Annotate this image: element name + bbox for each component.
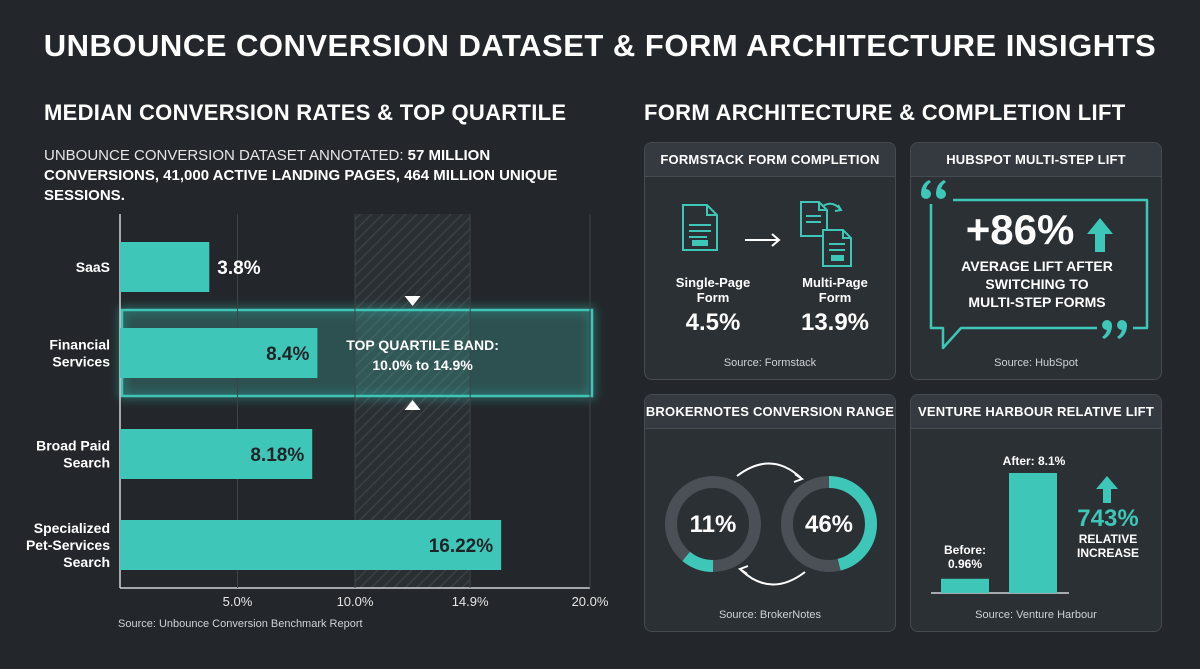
brokernotes-card: BROKERNOTES CONVERSION RANGE 11% 46% Sou…	[644, 394, 896, 632]
before-bar	[941, 578, 989, 593]
x-tick-label: 14.9%	[452, 594, 489, 609]
hubspot-lift-description: AVERAGE LIFT AFTER SWITCHING TO MULTI-ST…	[937, 257, 1137, 311]
bar	[120, 328, 318, 378]
category-label: Pet-Services	[26, 537, 110, 553]
dataset-note: UNBOUNCE CONVERSION DATASET ANNOTATED: 5…	[44, 146, 604, 206]
bar-value-label: 8.18%	[250, 445, 304, 466]
hubspot-card-header: HUBSPOT MULTI-STEP LIFT	[911, 143, 1161, 177]
right-section-title: FORM ARCHITECTURE & COMPLETION LIFT	[644, 100, 1126, 125]
formstack-source: Source: Formstack	[723, 357, 817, 369]
conversion-bar-chart: 5.0% 10.0% 14.9% 20.0% 3.8% SaaS 8.4% Financial…	[26, 214, 609, 609]
bar-value-label: 3.8%	[217, 258, 260, 279]
hubspot-source: Source: HubSpot	[994, 357, 1078, 369]
after-bar	[1009, 473, 1057, 593]
single-page-form-icon	[682, 204, 718, 251]
brokernotes-source: Source: BrokerNotes	[718, 609, 822, 621]
venture-harbour-source: Source: Venture Harbour	[975, 609, 1097, 621]
venture-harbour-card: VENTURE HARBOUR RELATIVE LIFT Before: 0.…	[910, 394, 1162, 632]
brokernotes-high-value: 46%	[804, 511, 854, 538]
arrow-right-icon	[745, 233, 781, 247]
low-ring-value	[665, 476, 761, 572]
before-label-line1: Before:	[943, 543, 986, 557]
bar	[120, 520, 502, 570]
multi-page-label: Multi-Page Form	[785, 275, 885, 305]
chart-source: Source: Unbounce Conversion Benchmark Re…	[118, 618, 363, 630]
formstack-card-header: FORMSTACK FORM COMPLETION	[645, 143, 895, 177]
speech-bubble	[917, 178, 1149, 350]
single-page-label: Single-Page Form	[663, 275, 763, 305]
bar-value-label: 16.22%	[429, 536, 494, 557]
hubspot-card: HUBSPOT MULTI-STEP LIFT +86% AVERAGE LIF…	[910, 142, 1162, 380]
band-label-line2: 10.0% to 14.9%	[372, 357, 473, 373]
relative-lift-line1: RELATIVE	[1078, 532, 1138, 546]
high-ring-value	[781, 476, 877, 572]
bar-value-label: 8.4%	[266, 344, 309, 365]
after-label: After: 8.1%	[1002, 454, 1066, 468]
venture-bars	[931, 473, 1118, 594]
formstack-card: FORMSTACK FORM COMPLETION Single-Page Fo…	[644, 142, 896, 380]
down-triangle-icon	[404, 296, 421, 306]
category-label: Search	[63, 554, 110, 570]
category-label: Search	[63, 455, 110, 471]
category-label: SaaS	[76, 259, 110, 275]
category-label: Services	[52, 354, 110, 370]
multi-page-label-line2: Form	[818, 290, 852, 305]
bar	[120, 242, 210, 292]
relative-lift-value: 743%	[1077, 505, 1139, 532]
relative-lift-label: RELATIVE INCREASE	[1071, 532, 1145, 560]
up-arrow-icon	[1096, 476, 1118, 503]
single-page-value: 4.5%	[685, 309, 741, 336]
venture-harbour-card-header: VENTURE HARBOUR RELATIVE LIFT	[911, 395, 1161, 429]
x-tick-label: 10.0%	[337, 594, 374, 609]
dataset-note-stats: 57 MILLION CONVERSIONS, 41,000 ACTIVE LA…	[44, 147, 558, 204]
up-arrow-icon	[1087, 218, 1113, 252]
band-label-line1: TOP QUARTILE BAND:	[346, 337, 499, 353]
single-page-label-line2: Form	[696, 290, 730, 305]
hubspot-lift-value: +86%	[965, 206, 1075, 253]
multi-page-label-line1: Multi-Page	[802, 275, 868, 290]
relative-lift-line2: INCREASE	[1076, 546, 1139, 560]
x-tick-label: 20.0%	[572, 594, 609, 609]
bar	[120, 429, 313, 479]
close-quote-icon	[1097, 314, 1133, 340]
up-triangle-icon	[404, 400, 421, 410]
category-label: Financial	[49, 337, 110, 353]
before-label: Before: 0.96%	[935, 543, 995, 571]
brokernotes-low-value: 11%	[689, 511, 737, 538]
form-icons	[682, 201, 852, 267]
x-tick-label: 5.0%	[223, 594, 253, 609]
single-page-label-line1: Single-Page	[675, 275, 751, 290]
category-label: Broad Paid	[36, 438, 110, 454]
brokernotes-card-header: BROKERNOTES CONVERSION RANGE	[645, 395, 895, 429]
main-title: UNBOUNCE CONVERSION DATASET & FORM ARCHI…	[43, 28, 1157, 63]
left-section-title: MEDIAN CONVERSION RATES & TOP QUARTILE	[44, 100, 567, 125]
hubspot-line1: AVERAGE LIFT AFTER	[961, 258, 1113, 274]
dataset-note-prefix: UNBOUNCE CONVERSION DATASET ANNOTATED:	[44, 147, 408, 164]
multi-page-form-icon	[800, 201, 852, 267]
category-label: Specialized	[34, 520, 110, 536]
hubspot-line3: MULTI-STEP FORMS	[968, 294, 1106, 310]
hubspot-line2: SWITCHING TO	[985, 276, 1089, 292]
cycle-arrows-icon	[736, 462, 806, 586]
before-label-line2: 0.96%	[947, 557, 983, 571]
open-quote-icon	[917, 178, 953, 204]
brokernotes-rings	[665, 462, 877, 586]
multi-page-value: 13.9%	[800, 309, 870, 336]
